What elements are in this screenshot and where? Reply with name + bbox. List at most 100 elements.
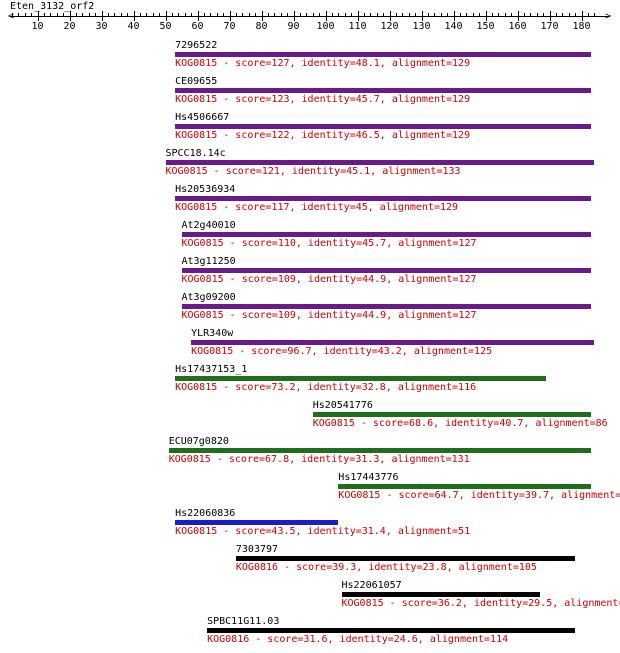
axis-tick-label: 100 — [316, 21, 335, 32]
axis-minor-tick — [363, 13, 365, 16]
hit-bar — [175, 52, 592, 57]
hit-description: KOG0815 - score=122, identity=46.5, alig… — [175, 130, 471, 141]
axis-minor-tick — [504, 13, 506, 16]
hit-name: Hs22060836 — [175, 508, 236, 519]
hit-name: 7296522 — [175, 40, 218, 51]
hit-bar — [181, 268, 592, 273]
axis-major-tick — [421, 11, 423, 21]
axis-minor-tick — [543, 13, 545, 16]
hit-description: KOG0815 - score=117, identity=45, alignm… — [175, 202, 459, 213]
axis-major-tick — [133, 11, 135, 21]
hit-description: KOG0815 - score=64.7, identity=39.7, ali… — [338, 490, 620, 501]
hit-name: Hs4506667 — [175, 112, 230, 123]
hit-description: KOG0815 - score=121, identity=45.1, alig… — [165, 166, 461, 177]
axis-tick-label: 140 — [444, 21, 463, 32]
hit-bar — [181, 304, 592, 309]
axis-minor-tick — [184, 13, 186, 16]
axis-minor-tick — [434, 13, 436, 16]
axis-minor-tick — [223, 13, 225, 16]
axis-tick-label: 10 — [31, 21, 44, 32]
axis-minor-tick — [178, 13, 180, 16]
hit-bar — [168, 448, 592, 453]
axis-minor-tick — [415, 13, 417, 16]
axis-major-tick — [517, 11, 519, 21]
hit-bar — [338, 484, 592, 489]
axis-major-tick — [389, 11, 391, 21]
axis-minor-tick — [43, 13, 45, 16]
hit-description: KOG0816 - score=39.3, identity=23.8, ali… — [235, 562, 537, 573]
axis-minor-tick — [344, 13, 346, 16]
axis-tick-label: 110 — [348, 21, 367, 32]
axis-minor-tick — [216, 13, 218, 16]
axis-major-tick — [485, 11, 487, 21]
axis-minor-tick — [267, 13, 269, 16]
axis-line — [10, 16, 610, 17]
hit-description: KOG0815 - score=109, identity=44.9, alig… — [181, 274, 477, 285]
hit-description: KOG0815 - score=123, identity=45.7, alig… — [175, 94, 471, 105]
axis-minor-tick — [338, 13, 340, 16]
axis-minor-tick — [306, 13, 308, 16]
axis-minor-tick — [530, 13, 532, 16]
axis-minor-tick — [88, 13, 90, 16]
axis-minor-tick — [555, 13, 557, 16]
axis-minor-tick — [31, 13, 33, 16]
axis-major-tick — [293, 11, 295, 21]
axis-minor-tick — [523, 13, 525, 16]
axis-minor-tick — [114, 13, 116, 16]
axis-minor-tick — [159, 13, 161, 16]
axis-minor-tick — [146, 13, 148, 16]
axis-minor-tick — [427, 13, 429, 16]
axis-minor-tick — [472, 13, 474, 16]
hit-bar — [175, 376, 547, 381]
axis-minor-tick — [235, 13, 237, 16]
axis-minor-tick — [440, 13, 442, 16]
hit-bar — [341, 592, 540, 597]
axis-minor-tick — [139, 13, 141, 16]
hit-description: KOG0815 - score=36.2, identity=29.5, ali… — [341, 598, 620, 609]
axis-tick-label: 20 — [63, 21, 76, 32]
axis-minor-tick — [24, 13, 26, 16]
axis-major-tick — [37, 11, 39, 21]
axis-minor-tick — [376, 13, 378, 16]
axis-minor-tick — [203, 13, 205, 16]
axis-minor-tick — [447, 13, 449, 16]
axis-major-tick — [101, 11, 103, 21]
axis-minor-tick — [50, 13, 52, 16]
hit-description: KOG0815 - score=127, identity=48.1, alig… — [175, 58, 471, 69]
axis-major-tick — [197, 11, 199, 21]
axis-minor-tick — [18, 13, 20, 16]
axis-minor-tick — [466, 13, 468, 16]
axis-major-tick — [229, 11, 231, 21]
hit-name: Hs17437153_1 — [175, 364, 248, 375]
axis-minor-tick — [498, 13, 500, 16]
axis-minor-tick — [408, 13, 410, 16]
hit-bar — [312, 412, 592, 417]
hit-bar — [175, 520, 339, 525]
axis-tick-label: 150 — [476, 21, 495, 32]
axis-major-tick — [261, 11, 263, 21]
hit-bar — [175, 88, 592, 93]
sequence-title: Eten_3132_orf2 — [10, 1, 95, 12]
axis-minor-tick — [575, 13, 577, 16]
hit-name: CE09655 — [175, 76, 218, 87]
hit-bar — [181, 232, 592, 237]
axis-minor-tick — [56, 13, 58, 16]
axis-minor-tick — [95, 13, 97, 16]
axis-tick-label: 170 — [540, 21, 559, 32]
axis-minor-tick — [152, 13, 154, 16]
axis-minor-tick — [312, 13, 314, 16]
hit-description: KOG0816 - score=31.6, identity=24.6, ali… — [207, 634, 509, 645]
hit-name: YLR340w — [191, 328, 234, 339]
axis-tick-label: 50 — [159, 21, 172, 32]
axis-minor-tick — [511, 13, 513, 16]
axis-major-tick — [165, 11, 167, 21]
axis-minor-tick — [280, 13, 282, 16]
axis-tick-label: 90 — [287, 21, 300, 32]
hit-description: KOG0815 - score=110, identity=45.7, alig… — [181, 238, 477, 249]
axis-minor-tick — [210, 13, 212, 16]
hit-name: SPCC18.14c — [165, 148, 226, 159]
axis-minor-tick — [82, 13, 84, 16]
hit-bar — [175, 124, 592, 129]
axis-tick-label: 120 — [380, 21, 399, 32]
axis-minor-tick — [395, 13, 397, 16]
